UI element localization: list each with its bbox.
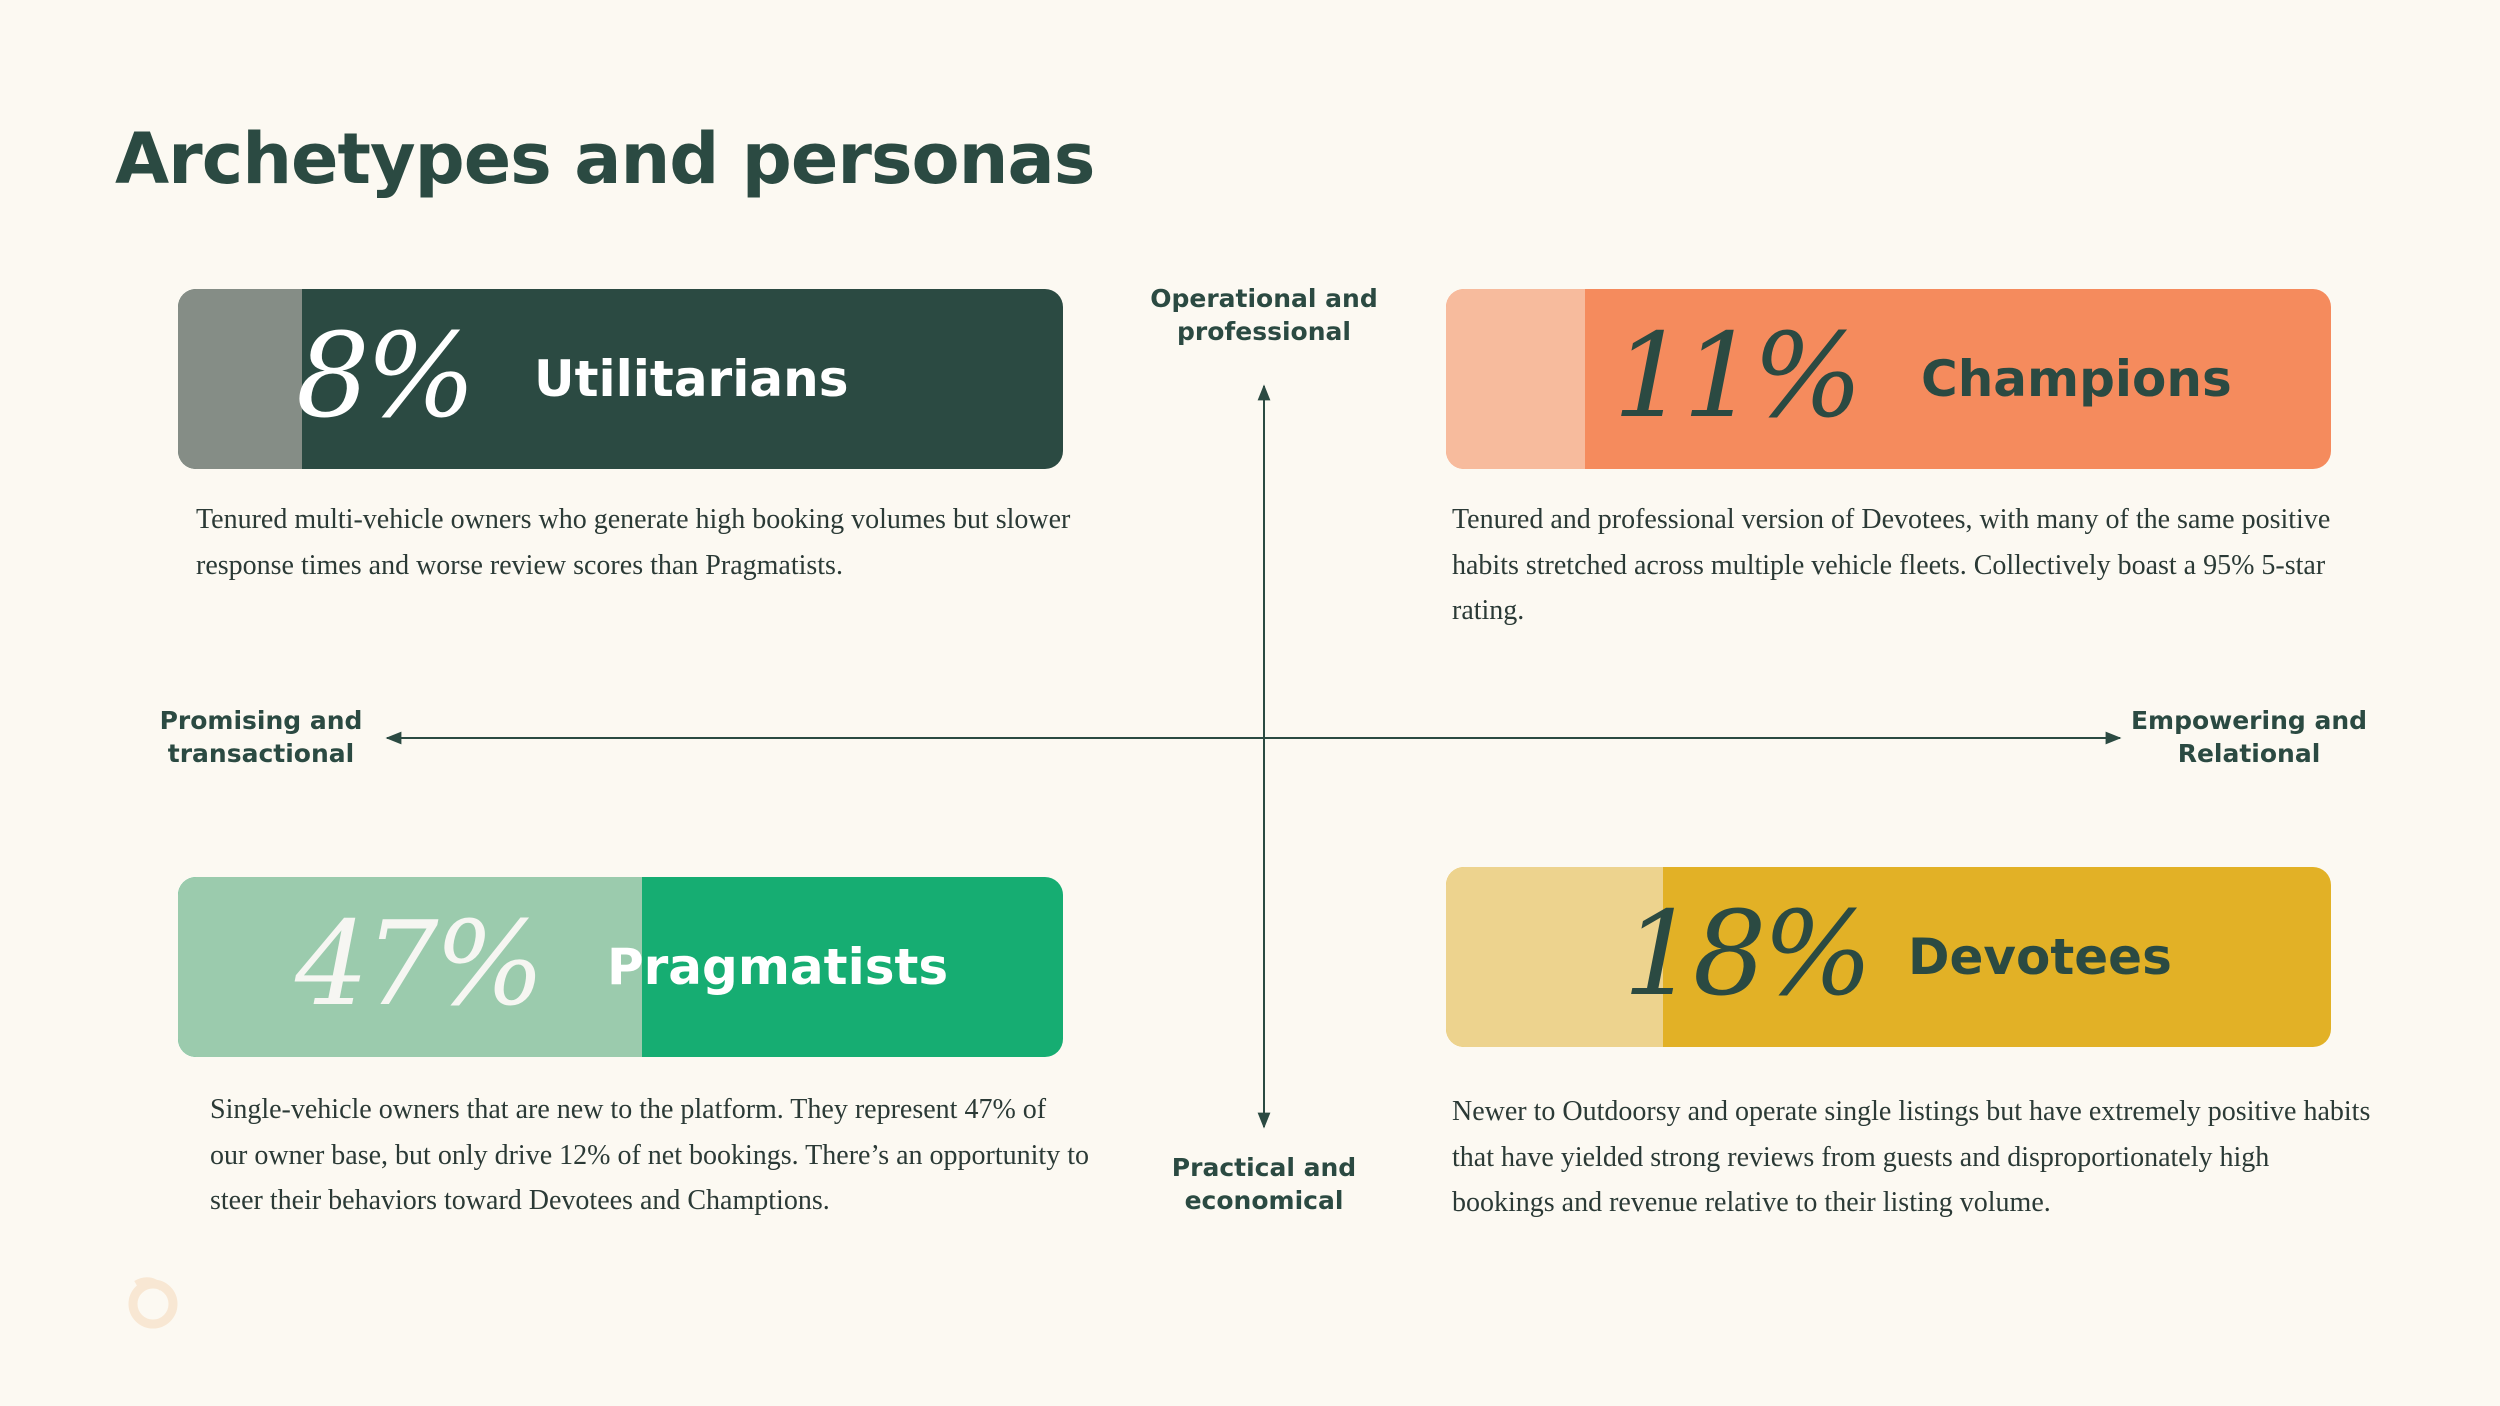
persona-card: 8% Utilitarians	[178, 289, 1063, 469]
persona-card: 11% Champions	[1446, 289, 2331, 469]
card-accent	[1446, 867, 1663, 1047]
persona-card: 47% Pragmatists	[178, 877, 1063, 1057]
persona-card: 18% Devotees	[1446, 867, 2331, 1047]
axis-label-top: Operational and professional	[1150, 284, 1378, 346]
persona-description: Tenured multi-vehicle owners who generat…	[196, 504, 1071, 581]
axis-label-left: Promising and transactional	[159, 706, 363, 768]
persona-name: Pragmatists	[607, 938, 949, 996]
persona-percent: 47%	[295, 896, 545, 1032]
persona-percent: 18%	[1623, 886, 1873, 1022]
persona-description: Single-vehicle owners that are new to th…	[210, 1094, 1089, 1216]
axis-label-bottom: Practical and economical	[1171, 1153, 1357, 1215]
logo	[128, 1277, 178, 1329]
persona-name: Champions	[1921, 350, 2232, 408]
card-accent	[1446, 289, 1585, 469]
card-accent	[178, 289, 302, 469]
persona-percent: 11%	[1613, 308, 1863, 444]
persona-description: Newer to Outdoorsy and operate single li…	[1452, 1096, 2371, 1218]
card-accent	[178, 877, 642, 1057]
axis-label-right: Empowering and Relational	[2130, 706, 2368, 768]
persona-description: Tenured and professional version of Devo…	[1452, 504, 2331, 626]
persona-name: Devotees	[1908, 928, 2172, 986]
persona-percent: 8%	[296, 308, 476, 444]
slide-title: Archetypes and personas	[115, 118, 1095, 200]
persona-name: Utilitarians	[534, 350, 849, 408]
